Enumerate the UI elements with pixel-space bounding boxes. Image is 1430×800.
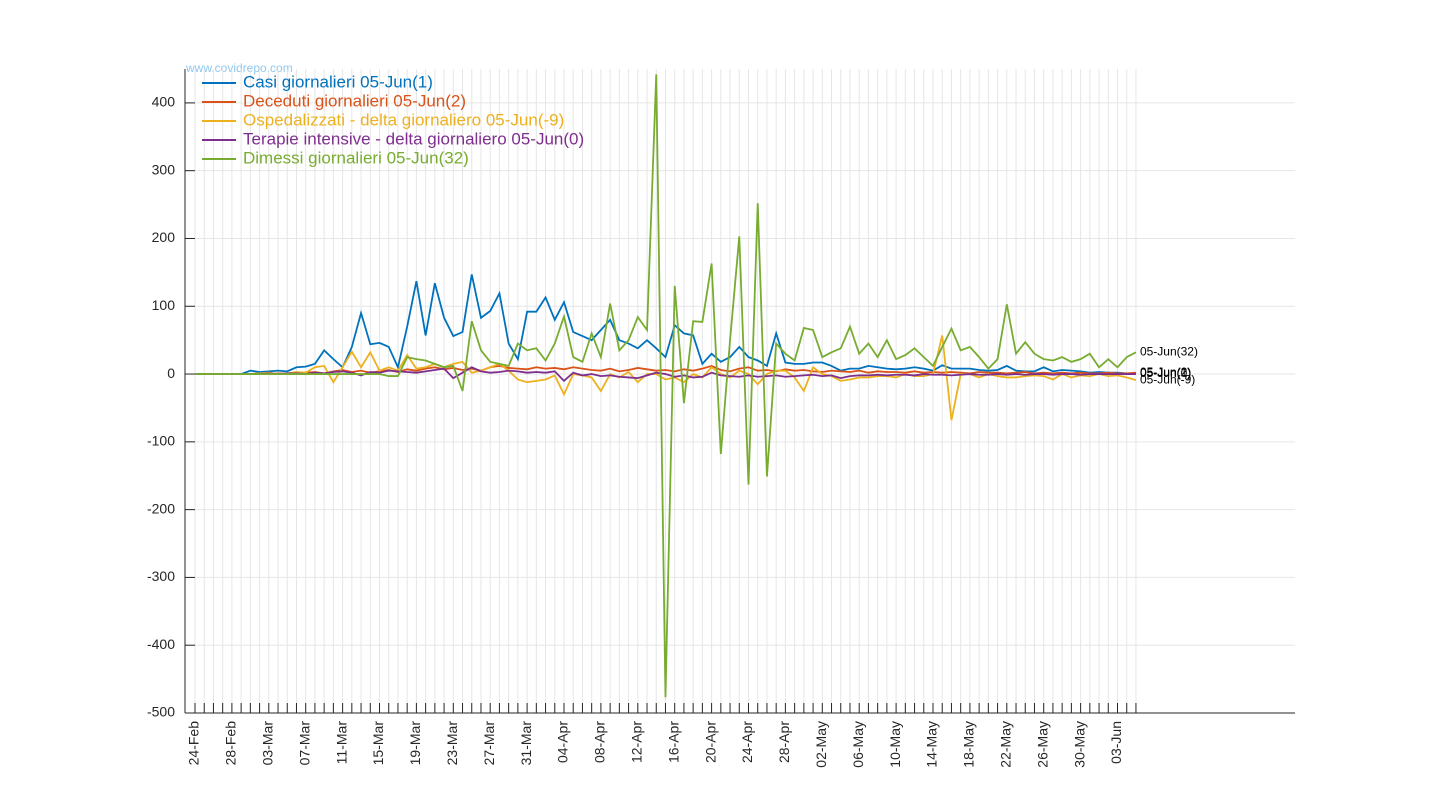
x-tick-label: 08-Apr [592,721,608,763]
legend-label: Casi giornalieri 05-Jun(1) [243,72,433,91]
x-tick-label: 23-Mar [444,721,460,766]
x-tick-label: 22-May [998,721,1014,768]
y-tick-label: -400 [147,636,175,652]
y-tick-label: 400 [152,94,176,110]
y-tick-label: 100 [152,297,176,313]
legend-label: Terapie intensive - delta giornaliero 05… [243,129,584,148]
x-tick-label: 20-Apr [702,721,718,763]
end-label: 05-Jun(32) [1140,345,1198,359]
y-tick-label: -500 [147,704,175,720]
x-tick-label: 14-May [924,721,940,768]
y-tick-label: -300 [147,568,175,584]
legend-label: Deceduti giornalieri 05-Jun(2) [243,91,466,110]
series-line [195,335,1137,421]
x-tick-label: 06-May [850,721,866,768]
x-tick-label: 15-Mar [370,721,386,766]
end-label: 05-Jun(-9) [1140,372,1195,386]
series-line [195,366,1136,383]
x-tick-label: 10-May [887,721,903,768]
x-tick-label: 07-Mar [296,721,312,766]
y-tick-label: 0 [167,365,175,381]
watermark: www.covidrepo.com [185,61,293,75]
x-tick-label: 04-Apr [555,721,571,763]
x-tick-label: 03-Mar [260,721,276,766]
x-tick-label: 28-Apr [776,721,792,763]
x-tick-label: 24-Feb [186,721,202,766]
x-tick-label: 03-Jun [1108,721,1124,764]
y-tick-label: -100 [147,433,175,449]
x-tick-label: 26-May [1034,721,1050,768]
end-label: 05-Jun(0) [1140,366,1191,380]
legend-label: Ospedalizzati - delta giornaliero 05-Jun… [243,110,564,129]
end-label: 05-Jun(1) [1140,366,1191,380]
x-tick-label: 19-Mar [407,721,423,766]
x-tick-label: 24-Apr [739,721,755,763]
end-label: 05-Jun(2) [1140,365,1191,379]
y-tick-label: 300 [152,161,176,177]
x-tick-label: 31-Mar [518,721,534,766]
x-tick-label: 16-Apr [665,721,681,763]
x-tick-label: 28-Feb [223,721,239,766]
legend-label: Dimessi giornalieri 05-Jun(32) [243,148,469,167]
x-tick-label: 11-Mar [333,721,349,765]
x-tick-label: 02-May [813,721,829,768]
x-tick-label: 27-Mar [481,721,497,766]
series-line [195,274,1136,375]
x-tick-label: 18-May [961,721,977,768]
y-tick-label: 200 [152,229,176,245]
x-tick-label: 30-May [1071,721,1087,768]
series-line [195,74,1137,698]
x-tick-label: 12-Apr [629,721,645,763]
y-tick-label: -200 [147,500,175,516]
